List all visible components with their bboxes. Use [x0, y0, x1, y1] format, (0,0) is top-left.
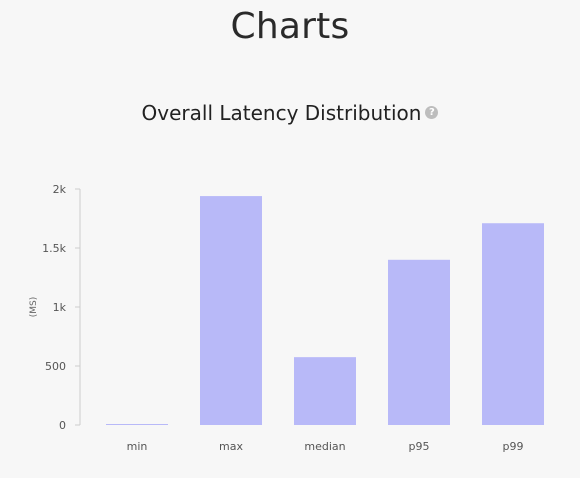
bar-p95[interactable]: [388, 259, 450, 425]
y-tick-label: 1k: [53, 301, 67, 314]
y-tick-label: 500: [45, 360, 66, 373]
x-tick-label: max: [219, 440, 243, 453]
chart-title-text: Overall Latency Distribution: [141, 101, 422, 125]
question-circle-icon[interactable]: ?: [425, 106, 439, 119]
x-axis-labels: min max median p95 p99: [127, 440, 524, 453]
page-title: Charts: [230, 6, 350, 47]
bar-max[interactable]: [200, 196, 262, 425]
y-tick-label: 1.5k: [42, 242, 66, 255]
y-tick-label: 2k: [53, 183, 67, 196]
x-tick-label: p99: [503, 440, 524, 453]
x-tick-label: median: [304, 440, 345, 453]
y-axis: 0 500 1k 1.5k 2k (MS): [29, 183, 81, 432]
chart-title: Overall Latency Distribution?: [0, 101, 580, 125]
bars: [106, 196, 544, 425]
bar-median[interactable]: [294, 357, 356, 425]
y-tick-label: 0: [59, 419, 66, 432]
bar-min[interactable]: [106, 424, 168, 425]
bar-p99[interactable]: [482, 223, 544, 425]
x-tick-label: min: [127, 440, 148, 453]
x-tick-label: p95: [409, 440, 430, 453]
y-axis-title: (MS): [29, 297, 39, 318]
